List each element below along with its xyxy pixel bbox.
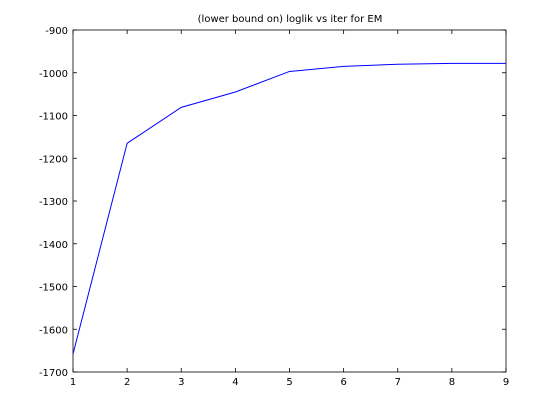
y-tick-label: -1100	[39, 112, 68, 123]
x-tick-label: 2	[124, 377, 130, 388]
y-tick-label: -1300	[39, 197, 68, 208]
x-tick-label: 7	[395, 377, 401, 388]
x-tick-label: 5	[286, 377, 292, 388]
y-tick-label: -1000	[39, 69, 68, 80]
y-tick-label: -1600	[39, 325, 68, 336]
y-axis-ticks: -1700 -1600 -1500 -1400 -1300 -1200 -1100 -1000…	[39, 26, 506, 379]
x-tick-label: 6	[340, 377, 346, 388]
x-tick-label: 3	[178, 377, 184, 388]
x-axis-ticks: 1 2 3 4 5 6 7 8 9	[70, 30, 509, 388]
x-tick-label: 1	[70, 377, 76, 388]
x-tick-label: 8	[449, 377, 455, 388]
series-line	[72, 62, 506, 355]
x-tick-label: 4	[232, 377, 238, 388]
y-tick-label: -1400	[39, 240, 68, 251]
series-layer	[72, 62, 506, 355]
y-tick-label: -1200	[39, 154, 68, 165]
x-tick-label: 9	[503, 377, 509, 388]
y-tick-label: -1700	[39, 368, 68, 379]
y-tick-label: -900	[45, 26, 68, 37]
plot-frame	[72, 29, 507, 373]
y-tick-label: -1500	[39, 283, 68, 294]
chart-title: (lower bound on) loglik vs iter for EM	[198, 14, 383, 25]
